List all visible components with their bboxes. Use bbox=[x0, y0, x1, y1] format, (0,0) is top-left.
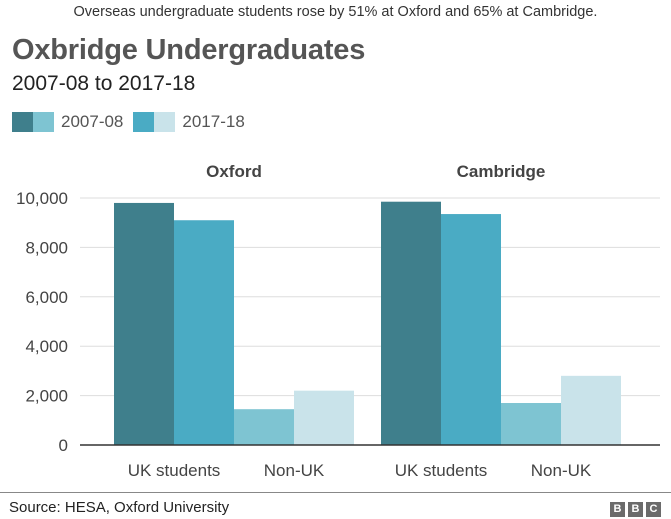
y-tick-label: 4,000 bbox=[25, 337, 68, 356]
bar-oxford-nonuk-2017-18 bbox=[294, 390, 354, 445]
x-category-label: UK students bbox=[128, 461, 221, 480]
y-tick-label: 0 bbox=[59, 436, 68, 455]
bar-oxford-uk-2017-18 bbox=[174, 220, 234, 445]
footer-rule bbox=[0, 492, 671, 493]
panel-title-cambridge: Cambridge bbox=[457, 162, 546, 181]
bar-cambridge-uk-2017-18 bbox=[441, 214, 501, 445]
chart-subtitle: 2007-08 to 2017-18 bbox=[12, 72, 196, 95]
y-tick-label: 10,000 bbox=[16, 189, 68, 208]
legend-swatch-nonuk-2007 bbox=[33, 112, 54, 132]
panel-title-oxford: Oxford bbox=[206, 162, 262, 181]
chart-caption: Overseas undergraduate students rose by … bbox=[73, 4, 598, 20]
bar-chart: 0 2,000 4,000 6,000 8,000 10,000 Oxford UK stud… bbox=[16, 162, 660, 480]
legend-swatch-uk-2007 bbox=[12, 112, 33, 132]
x-category-label: Non-UK bbox=[531, 461, 592, 480]
source-note: Source: HESA, Oxford University bbox=[9, 499, 230, 516]
bar-cambridge-nonuk-2007-08 bbox=[501, 403, 561, 445]
bbc-logo: B B C bbox=[607, 502, 661, 517]
legend-swatch-nonuk-2017 bbox=[154, 112, 176, 132]
x-category-label: Non-UK bbox=[264, 461, 325, 480]
y-tick-label: 8,000 bbox=[25, 238, 68, 257]
bar-oxford-nonuk-2007-08 bbox=[234, 409, 294, 445]
x-category-label: UK students bbox=[395, 461, 488, 480]
legend-label-2007-08: 2007-08 bbox=[61, 112, 124, 131]
y-tick-label: 6,000 bbox=[25, 288, 68, 307]
chart-title: Oxbridge Undergraduates bbox=[12, 34, 366, 66]
bar-cambridge-uk-2007-08 bbox=[381, 201, 441, 445]
legend-swatch-uk-2017 bbox=[133, 112, 155, 132]
bbc-logo-letter: C bbox=[646, 502, 661, 517]
bar-cambridge-nonuk-2017-18 bbox=[561, 375, 621, 445]
legend-label-2017-18: 2017-18 bbox=[182, 112, 245, 131]
chart-legend: 2007-08 2017-18 bbox=[12, 111, 255, 133]
bbc-logo-letter: B bbox=[610, 502, 625, 517]
y-tick-label: 2,000 bbox=[25, 387, 68, 406]
legend-item-2007-08: 2007-08 bbox=[12, 112, 123, 132]
bar-oxford-uk-2007-08 bbox=[114, 202, 174, 445]
bbc-logo-letter: B bbox=[628, 502, 643, 517]
legend-item-2017-18: 2017-18 bbox=[133, 112, 245, 132]
